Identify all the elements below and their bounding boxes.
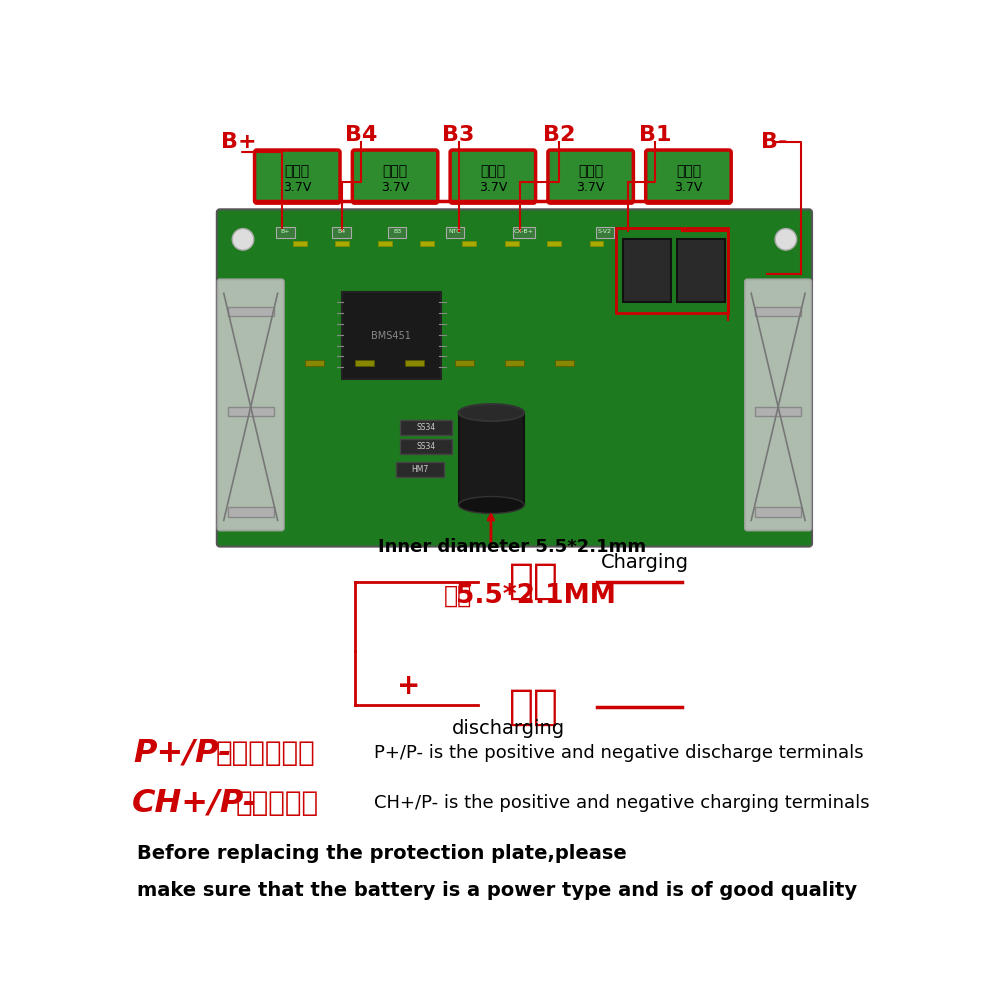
- Text: S-V2: S-V2: [598, 229, 612, 234]
- Bar: [455, 360, 474, 366]
- Text: 锂电池: 锂电池: [676, 164, 701, 178]
- Text: P+/P- is the positive and negative discharge terminals: P+/P- is the positive and negative disch…: [374, 744, 864, 762]
- Text: CH+/P-: CH+/P-: [131, 787, 256, 818]
- Text: 锂电池: 锂电池: [285, 164, 310, 178]
- Text: 锂电池: 锂电池: [383, 164, 408, 178]
- Bar: [355, 360, 374, 366]
- Text: P+/P-: P+/P-: [134, 737, 232, 768]
- Text: B4: B4: [345, 125, 377, 145]
- Text: B+: B+: [221, 132, 257, 152]
- FancyBboxPatch shape: [342, 292, 441, 379]
- Bar: [755, 307, 801, 316]
- Bar: [378, 241, 392, 246]
- Text: discharging: discharging: [452, 719, 565, 738]
- Bar: [335, 241, 349, 246]
- Text: 锂电池: 锂电池: [480, 164, 505, 178]
- Text: 是放电正负极: 是放电正负极: [216, 739, 316, 767]
- FancyBboxPatch shape: [218, 279, 284, 530]
- Bar: [755, 507, 801, 517]
- FancyBboxPatch shape: [400, 439, 452, 454]
- Bar: [505, 360, 524, 366]
- FancyBboxPatch shape: [450, 150, 536, 203]
- Text: 放电: 放电: [509, 686, 559, 728]
- Bar: [228, 407, 274, 416]
- FancyBboxPatch shape: [396, 462, 444, 477]
- Text: Before replacing the protection plate,please: Before replacing the protection plate,pl…: [137, 844, 626, 863]
- FancyBboxPatch shape: [352, 150, 438, 203]
- Bar: [405, 360, 424, 366]
- Text: CH+/P- is the positive and negative charging terminals: CH+/P- is the positive and negative char…: [374, 794, 870, 812]
- Text: 3.7V: 3.7V: [576, 181, 605, 194]
- FancyBboxPatch shape: [400, 420, 452, 435]
- Ellipse shape: [459, 497, 524, 513]
- Ellipse shape: [459, 404, 524, 421]
- Text: Charging: Charging: [601, 553, 689, 572]
- Bar: [590, 241, 603, 246]
- Text: 5.5*2.1MM: 5.5*2.1MM: [456, 583, 616, 609]
- Text: SS34: SS34: [416, 423, 436, 432]
- FancyBboxPatch shape: [548, 150, 633, 203]
- Text: 充电: 充电: [509, 559, 559, 601]
- FancyBboxPatch shape: [255, 150, 340, 203]
- FancyBboxPatch shape: [513, 227, 535, 238]
- Text: 内径: 内径: [443, 584, 472, 608]
- Circle shape: [775, 229, 797, 250]
- FancyBboxPatch shape: [745, 279, 811, 530]
- Text: 3.7V: 3.7V: [479, 181, 507, 194]
- FancyBboxPatch shape: [446, 227, 464, 238]
- Text: BMS451: BMS451: [371, 331, 411, 341]
- Text: 充电正负极: 充电正负极: [235, 789, 318, 817]
- Text: B4: B4: [337, 229, 346, 234]
- Text: 3.7V: 3.7V: [674, 181, 703, 194]
- FancyBboxPatch shape: [276, 227, 295, 238]
- Text: B-: B-: [761, 132, 787, 152]
- Bar: [420, 241, 434, 246]
- Text: Inner diameter 5.5*2.1mm: Inner diameter 5.5*2.1mm: [378, 538, 647, 556]
- Text: 3.7V: 3.7V: [283, 181, 311, 194]
- Text: B2: B2: [543, 125, 575, 145]
- Bar: [293, 241, 307, 246]
- Text: B1: B1: [639, 125, 671, 145]
- FancyBboxPatch shape: [596, 227, 614, 238]
- FancyBboxPatch shape: [217, 209, 812, 547]
- Text: HM7: HM7: [411, 465, 429, 474]
- Bar: [459, 413, 524, 505]
- Text: make sure that the battery is a power type and is of good quality: make sure that the battery is a power ty…: [137, 881, 857, 900]
- Text: B+: B+: [281, 229, 290, 234]
- Bar: [228, 507, 274, 517]
- FancyBboxPatch shape: [646, 150, 731, 203]
- Bar: [555, 360, 574, 366]
- Circle shape: [232, 229, 254, 250]
- Bar: [462, 241, 476, 246]
- FancyBboxPatch shape: [332, 227, 351, 238]
- Text: +: +: [397, 672, 420, 700]
- Bar: [305, 360, 324, 366]
- Bar: [228, 307, 274, 316]
- Bar: [547, 241, 561, 246]
- Text: NTC: NTC: [448, 229, 461, 234]
- Text: 3.7V: 3.7V: [381, 181, 409, 194]
- FancyBboxPatch shape: [623, 239, 671, 302]
- FancyBboxPatch shape: [388, 227, 406, 238]
- Text: CX-B+: CX-B+: [514, 229, 534, 234]
- FancyBboxPatch shape: [677, 239, 725, 302]
- Bar: [616, 228, 728, 312]
- Text: SS34: SS34: [416, 442, 436, 451]
- Text: 锂电池: 锂电池: [578, 164, 603, 178]
- Bar: [505, 241, 519, 246]
- Text: B3: B3: [442, 125, 475, 145]
- Text: B3: B3: [393, 229, 401, 234]
- Bar: [755, 407, 801, 416]
